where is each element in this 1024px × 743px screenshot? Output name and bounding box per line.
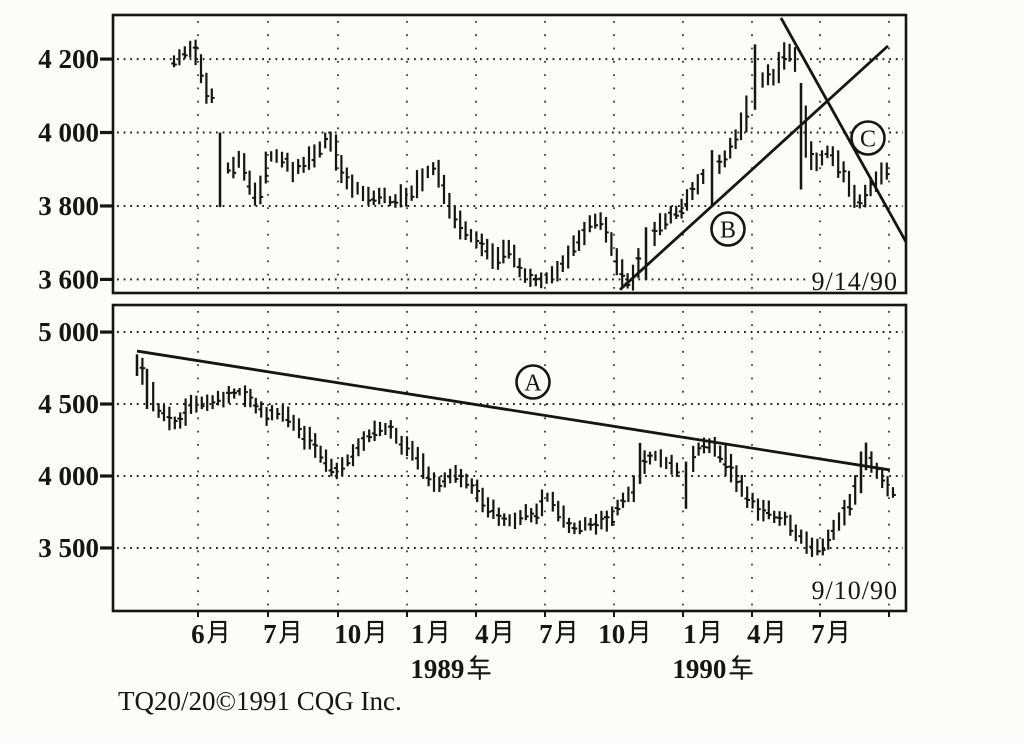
annotation-letter-c: C: [860, 127, 876, 153]
x-axis-label: 1990: [672, 654, 726, 684]
annotations-layer: B C A: [515, 120, 904, 602]
x-axis-year-labels: 1989 1990: [410, 654, 753, 684]
annotation-letter-b: B: [720, 218, 736, 244]
y-axis-label: 3 800: [38, 191, 99, 221]
copyright-footer: TQ20/20©1991 CQG Inc.: [118, 686, 402, 716]
date-label-backing: [806, 269, 904, 295]
x-axis-label: 7: [263, 619, 277, 649]
x-axis-label: 10: [598, 619, 625, 649]
x-axis-month-labels: 6 7 10 1 4 7 10 1 4 7: [191, 619, 847, 649]
x-axis-label: 4: [747, 619, 761, 649]
y-axis-label: 3 600: [38, 264, 99, 294]
annotation-circle-c: [850, 120, 886, 156]
annotation-circle-a: [515, 364, 551, 400]
date-label-backing: [804, 576, 904, 602]
price-bars-lower: [135, 354, 896, 557]
trendline-c: [779, 17, 908, 243]
y-axis-label: 4 000: [38, 461, 99, 491]
price-bars-upper: [171, 39, 890, 291]
gridlines-layer: [117, 21, 903, 607]
annotation-circle-b: [710, 211, 746, 247]
x-axis-label: 1: [411, 619, 425, 649]
lower-panel-frame: [111, 303, 908, 613]
axes-labels-layer: 4 200 4 000 3 800 3 600 5 000 4 500 4 000 3 500…: [38, 44, 890, 684]
x-axis-label: 6: [191, 619, 205, 649]
y-axis-label: 4 500: [38, 389, 99, 419]
trendline-a: [136, 349, 891, 472]
y-axis-label: 4 200: [38, 44, 99, 74]
upper-panel-frame: [111, 13, 908, 295]
x-axis-label: 10: [334, 619, 361, 649]
x-axis-label: 1989: [410, 654, 464, 684]
x-axis-label: 1: [683, 619, 697, 649]
y-axis-label: 5 000: [38, 317, 99, 347]
date-label-lower: 9/10/90: [812, 576, 898, 605]
y-axis-label: 3 500: [38, 533, 99, 563]
trendlines-layer: [136, 17, 908, 472]
x-axis-label: 7: [811, 619, 825, 649]
date-label-upper: 9/14/90: [812, 267, 898, 296]
x-axis-label: 4: [475, 619, 489, 649]
x-axis-label: 7: [539, 619, 553, 649]
y-axis-label: 4 000: [38, 118, 99, 148]
price-bars-layer: [135, 39, 896, 557]
trendline-b: [619, 44, 889, 291]
annotation-letter-a: A: [524, 371, 542, 397]
